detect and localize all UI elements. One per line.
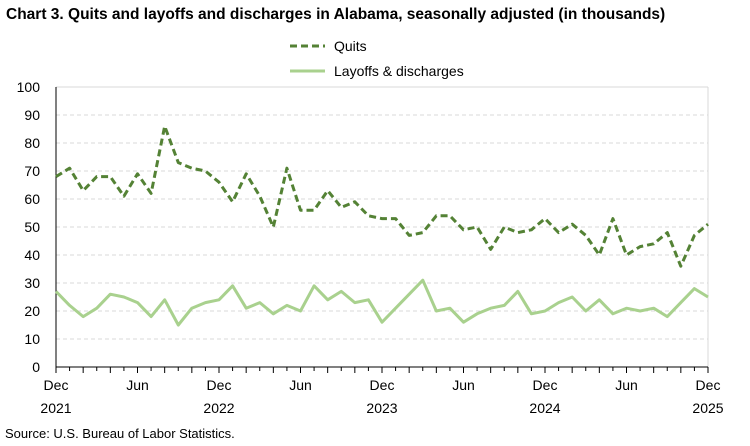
x-tick-year-label: 2022 bbox=[203, 400, 234, 416]
legend-label: Layoffs & discharges bbox=[334, 63, 464, 79]
x-tick-label: Jun bbox=[452, 377, 475, 393]
y-tick-label: 0 bbox=[32, 359, 40, 375]
source-note: Source: U.S. Bureau of Labor Statistics. bbox=[5, 426, 235, 441]
series-line-quits bbox=[55, 124, 709, 268]
series-line-layoffs-discharges bbox=[54, 278, 709, 327]
x-tick-year-label: 2024 bbox=[529, 400, 560, 416]
legend-label: Quits bbox=[334, 38, 367, 54]
y-tick-label: 90 bbox=[24, 107, 40, 123]
x-tick-label: Dec bbox=[44, 377, 69, 393]
x-tick-label: Dec bbox=[370, 377, 395, 393]
y-tick-label: 20 bbox=[24, 303, 40, 319]
y-tick-label: 40 bbox=[24, 247, 40, 263]
y-tick-label: 80 bbox=[24, 135, 40, 151]
y-tick-label: 100 bbox=[17, 79, 41, 95]
x-tick-year-label: 2025 bbox=[692, 400, 723, 416]
chart-title: Chart 3. Quits and layoffs and discharge… bbox=[6, 6, 666, 23]
x-tick-label: Jun bbox=[615, 377, 638, 393]
x-tick-label: Jun bbox=[289, 377, 312, 393]
y-tick-label: 10 bbox=[24, 331, 40, 347]
x-tick-year-label: 2023 bbox=[366, 400, 397, 416]
y-tick-label: 50 bbox=[24, 219, 40, 235]
x-tick-label: Dec bbox=[533, 377, 558, 393]
y-tick-label: 30 bbox=[24, 275, 40, 291]
x-tick-label: Dec bbox=[696, 377, 721, 393]
x-tick-year-label: 2021 bbox=[40, 400, 71, 416]
y-tick-label: 70 bbox=[24, 163, 40, 179]
y-tick-label: 60 bbox=[24, 191, 40, 207]
x-tick-label: Jun bbox=[126, 377, 149, 393]
x-tick-label: Dec bbox=[207, 377, 232, 393]
